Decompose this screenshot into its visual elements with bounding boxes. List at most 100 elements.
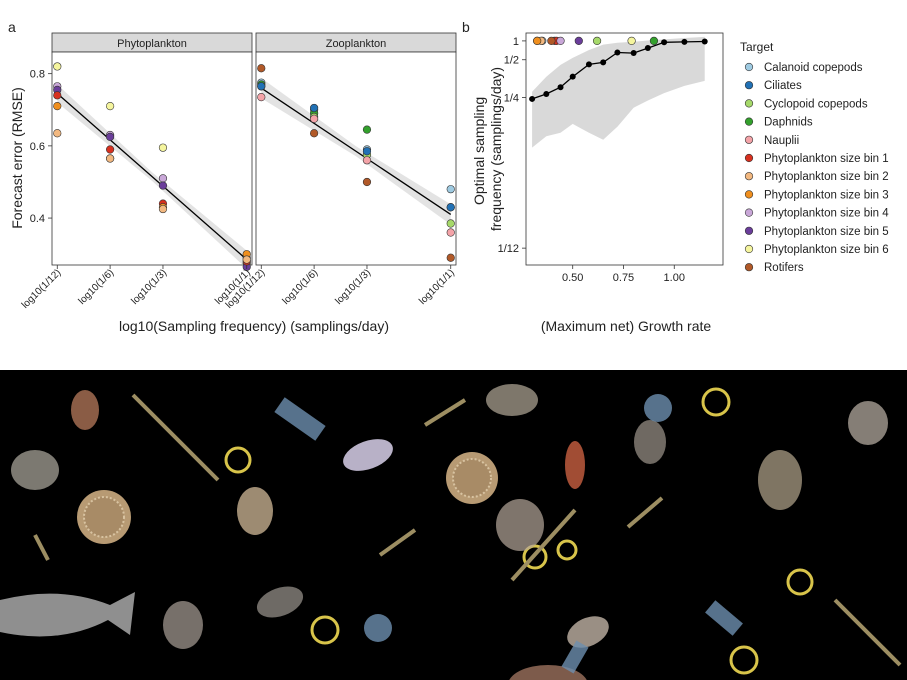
legend-item: Calanoid copepods	[744, 62, 863, 74]
legend-swatch	[744, 81, 754, 90]
x-axis-label: (Maximum net) Growth rate	[541, 318, 712, 334]
data-point	[257, 93, 266, 102]
y-tick-label: 1/12	[498, 243, 519, 255]
legend-swatch	[744, 263, 754, 272]
legend-item: Phytoplankton size bin 3	[744, 189, 889, 201]
data-point	[257, 64, 266, 73]
trend-point	[701, 38, 708, 45]
legend-swatch	[744, 244, 754, 254]
data-point	[310, 129, 319, 138]
trend-point	[661, 39, 668, 46]
legend-label: Phytoplankton size bin 1	[764, 153, 889, 165]
trend-point	[614, 49, 621, 56]
data-point	[362, 125, 372, 134]
legend-swatch	[744, 99, 754, 108]
legend-label: Nauplii	[764, 135, 799, 147]
data-point	[106, 102, 115, 111]
legend-item: Daphnids	[744, 117, 813, 129]
data-point	[53, 129, 62, 138]
legend-swatch	[744, 153, 754, 163]
zooplankton-images	[11, 384, 888, 680]
legend-label: Rotifers	[764, 262, 804, 274]
plankton-collage	[0, 370, 907, 680]
facet-zooplankton: Zooplankton	[255, 32, 457, 266]
data-point	[53, 62, 62, 71]
target-point	[547, 36, 556, 46]
radial-cell-images	[224, 387, 814, 675]
target-point	[627, 36, 636, 46]
legend-label: Cyclopoid copepods	[764, 98, 868, 110]
y-axis-label: Forecast error (RMSE)	[9, 87, 25, 229]
data-point	[53, 102, 62, 111]
target-point	[556, 36, 565, 46]
y-axis-label-line-2: frequency (samplings/day)	[488, 67, 504, 231]
data-point	[446, 185, 455, 194]
x-tick-label: log10(1/3)	[333, 267, 373, 307]
chain-diatom-images	[33, 393, 902, 667]
panel-label-a: a	[8, 19, 16, 35]
facet-panel	[255, 51, 457, 266]
facet-title-zooplankton: Zooplankton	[326, 38, 387, 50]
panel-a-chart: Phytoplankton Zooplankton 0.4 0.6 0.8 log1…	[9, 32, 457, 334]
data-point	[362, 177, 372, 187]
x-axis: 0.50 0.75 1.00	[562, 265, 685, 284]
data-point	[106, 145, 115, 154]
data-point	[362, 156, 372, 165]
confidence-band	[532, 36, 705, 148]
trend-point	[543, 90, 550, 97]
fit-line	[56, 93, 248, 261]
x-tick-label: log10(1/12)	[20, 267, 64, 311]
legend-item: Phytoplankton size bin 1	[744, 153, 889, 165]
legend-item: Phytoplankton size bin 4	[744, 208, 889, 220]
fit-line	[260, 87, 452, 215]
data-point	[53, 91, 62, 100]
legend-label: Phytoplankton size bin 3	[764, 189, 889, 201]
x-tick-label: 0.75	[613, 272, 634, 284]
data-point	[362, 147, 372, 156]
y-tick-label: 1/4	[504, 92, 519, 104]
legend-swatch	[744, 117, 754, 126]
legend-item: Rotifers	[744, 262, 804, 274]
data-point	[446, 228, 455, 237]
legend-item: Phytoplankton size bin 2	[744, 171, 889, 183]
data-point	[242, 255, 251, 264]
y-axis: 0.4 0.6 0.8	[30, 69, 52, 225]
x-tick-label: log10(1/6)	[77, 267, 117, 307]
trend-point	[600, 59, 607, 66]
legend-item: Ciliates	[744, 80, 802, 92]
facet-title-phytoplankton: Phytoplankton	[117, 38, 187, 50]
x-tick-label: log10(1/6)	[281, 267, 321, 307]
legend-swatch	[744, 190, 754, 199]
x-tick-label: log10(1/3)	[129, 267, 169, 307]
legend-swatch	[744, 172, 754, 181]
data-point	[158, 181, 168, 190]
legend-label: Phytoplankton size bin 6	[764, 244, 889, 256]
x-tick-label: log10(1/1)	[417, 267, 457, 307]
y-axis-label-line-1: Optimal sampling	[471, 97, 487, 205]
data-point	[446, 219, 455, 228]
legend-label: Phytoplankton size bin 2	[764, 171, 889, 183]
legend-item: Nauplii	[744, 135, 799, 147]
legend-swatch	[744, 208, 754, 217]
x-tick-label: 1.00	[664, 272, 685, 284]
data-point	[158, 174, 168, 183]
data-point	[106, 154, 115, 163]
data-point	[106, 132, 115, 141]
trend-point	[585, 61, 592, 68]
x-tick-label: 0.50	[562, 272, 583, 284]
y-tick-label: 1/2	[504, 55, 519, 67]
legend-label: Phytoplankton size bin 5	[764, 226, 889, 238]
trend-point	[681, 38, 688, 45]
data-point	[310, 103, 319, 113]
plankton-collage-photo	[0, 370, 907, 680]
data-point	[158, 143, 168, 152]
x-axis: log10(1/12) log10(1/6) log10(1/3) log10(1/1…	[20, 265, 457, 311]
data-point	[257, 82, 266, 91]
legend-item: Cyclopoid copepods	[744, 98, 868, 110]
trend-point	[529, 95, 536, 102]
trend-point	[569, 73, 576, 80]
y-tick-label: 0.6	[30, 141, 45, 153]
y-axis: 1/12 1/4 1/2 1	[498, 36, 526, 255]
colony-images	[274, 394, 743, 674]
legend-label: Daphnids	[764, 117, 813, 129]
